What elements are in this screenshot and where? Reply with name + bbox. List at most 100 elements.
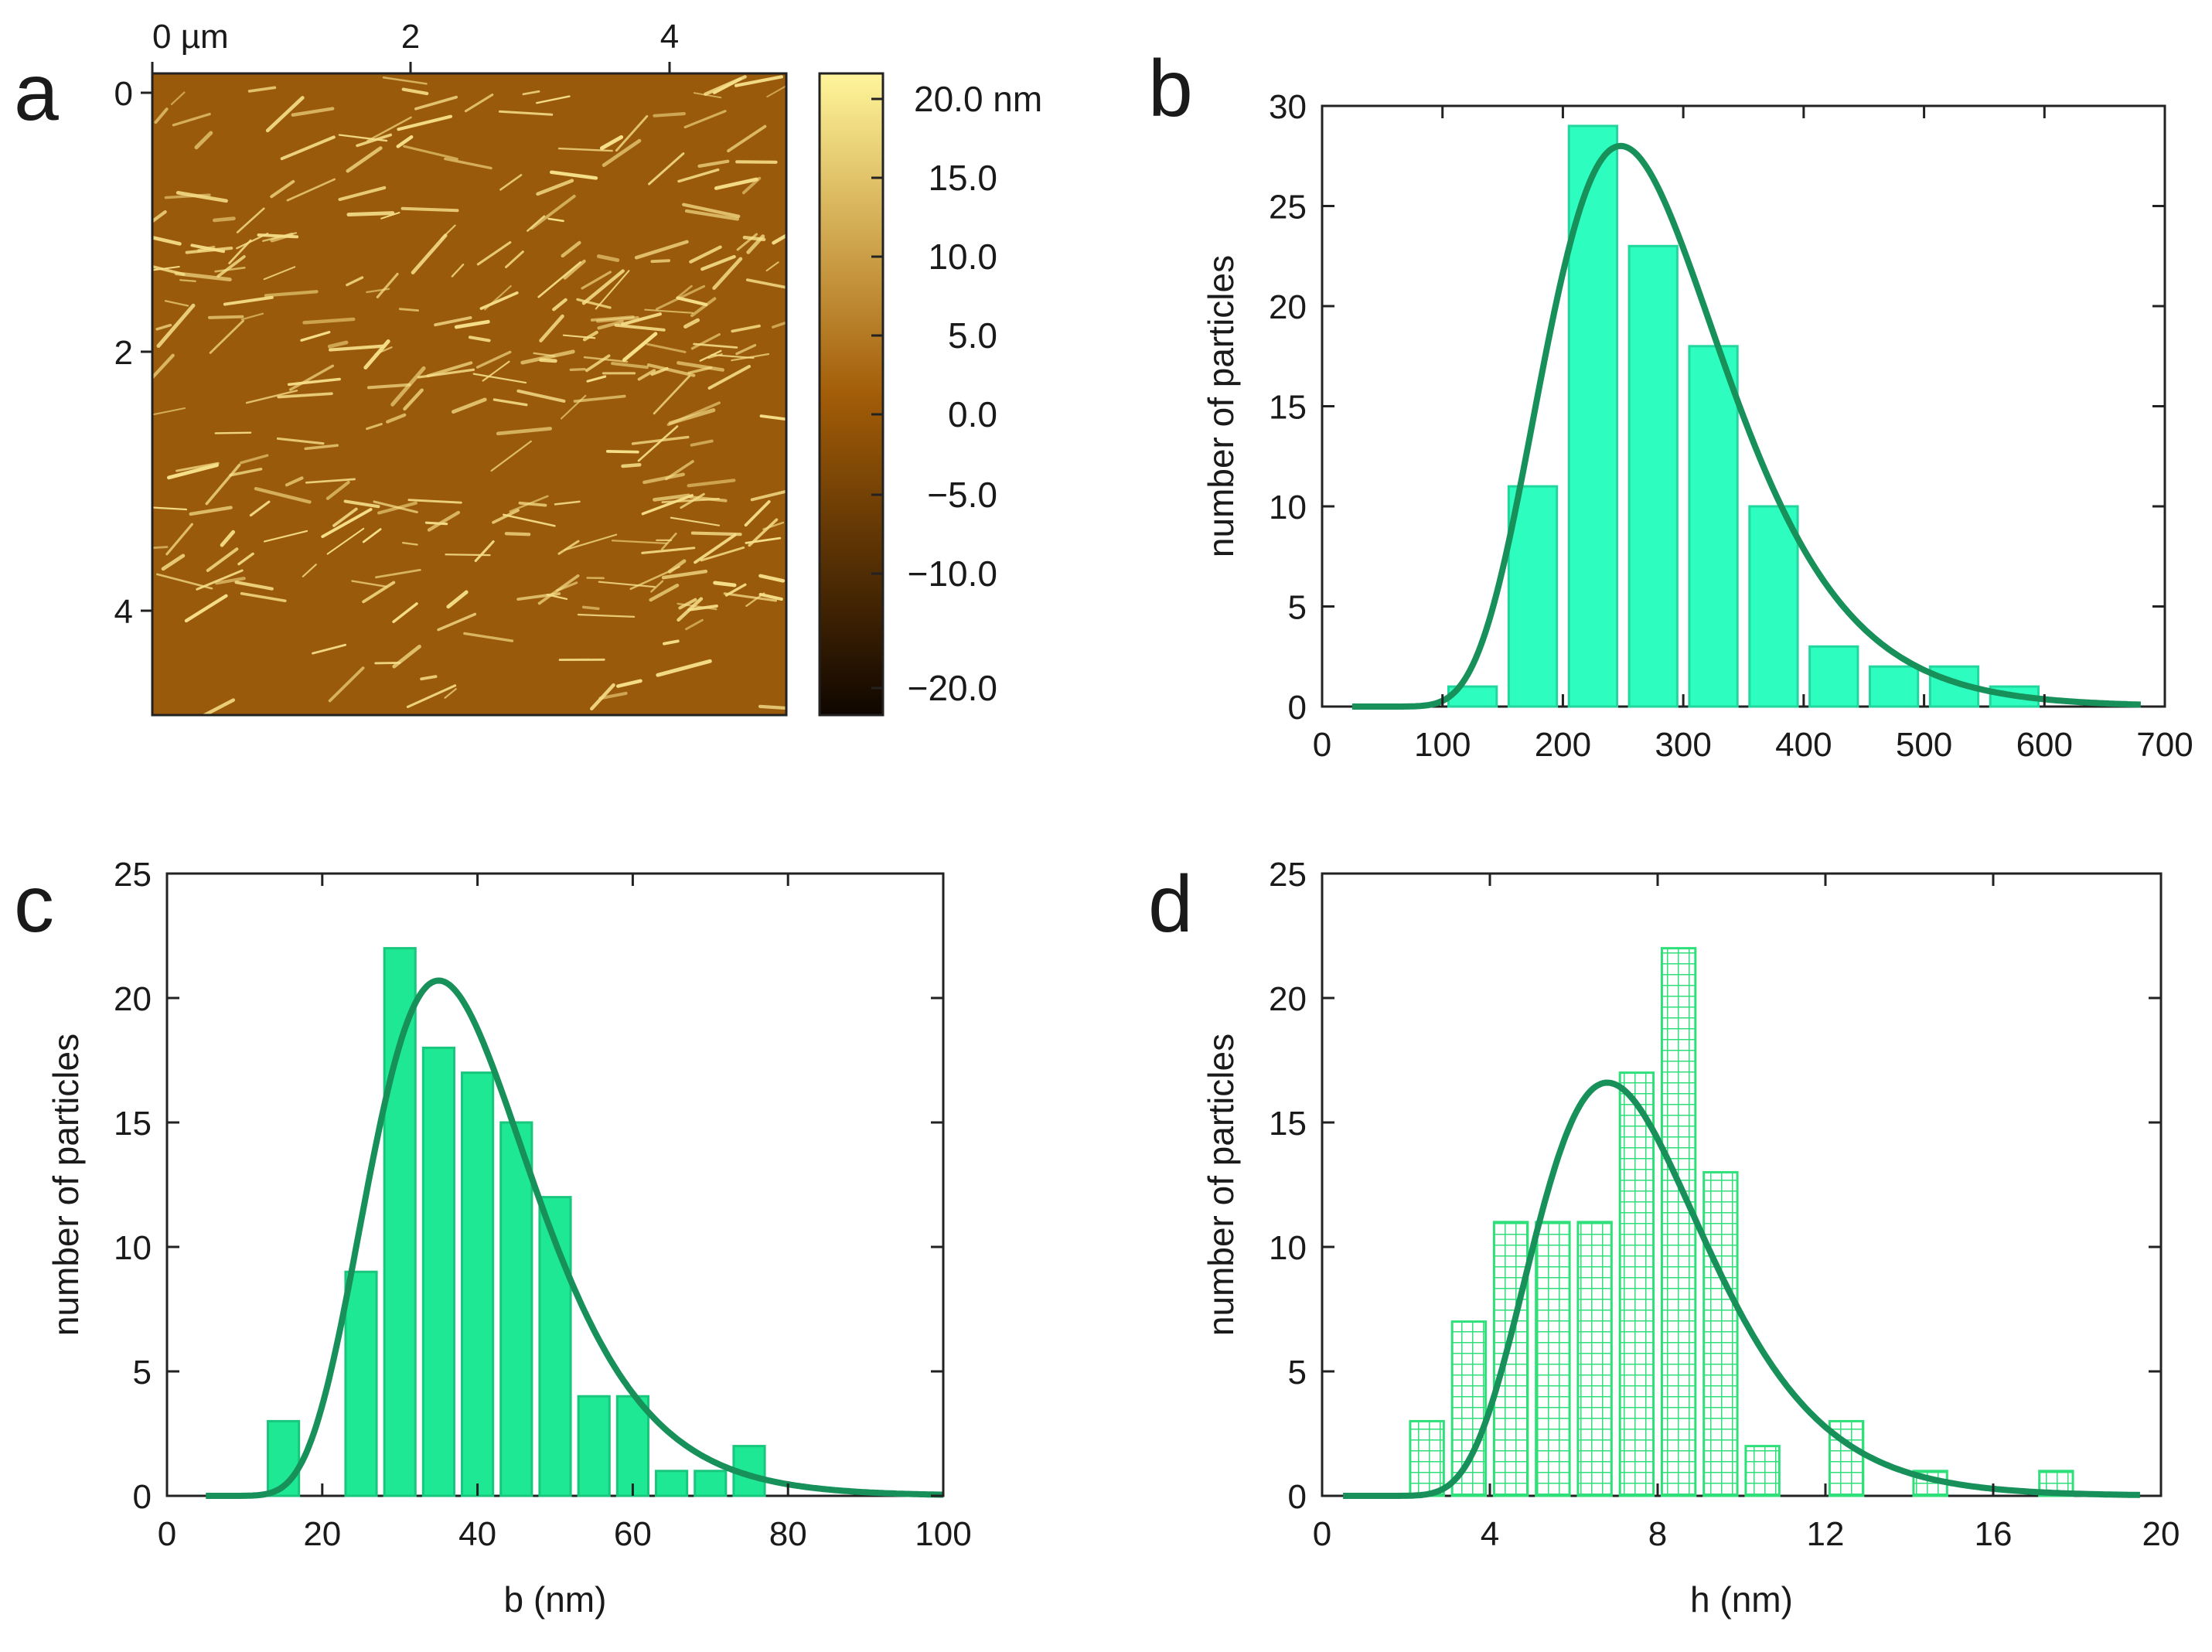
afm-fibril	[286, 178, 336, 202]
afm-fibrils	[152, 75, 786, 715]
afm-fibril	[254, 486, 312, 504]
colorbar-tick-label: 5.0	[948, 315, 997, 356]
afm-fibril	[684, 209, 740, 221]
afm-fibril	[670, 516, 721, 526]
afm-fibril	[503, 513, 556, 527]
afm-fibril	[530, 194, 576, 230]
colorbar-tick-label: −5.0	[927, 475, 997, 515]
afm-fibril	[554, 500, 581, 506]
afm-fibril	[213, 216, 236, 223]
afm-fibril	[346, 211, 395, 216]
histogram-bar	[461, 1071, 495, 1497]
afm-fibril	[616, 679, 642, 688]
afm-fibril	[573, 394, 626, 403]
afm-fibril	[240, 592, 287, 602]
afm-fibril	[264, 290, 319, 298]
x-tick-label: 20	[2142, 1515, 2180, 1553]
afm-fibril	[265, 96, 305, 133]
panel-d-height-histogram: d 0 4 8 12 16 20 0 5 10 15 20 25 number of particles…	[1148, 856, 2180, 1620]
afm-fibril	[731, 324, 761, 333]
afm-fibril	[380, 212, 400, 220]
colorbar-gradient	[818, 72, 884, 717]
afm-fibril	[656, 659, 712, 677]
afm-fibril	[152, 264, 186, 276]
afm-fibril	[240, 312, 264, 321]
afm-fibril	[648, 152, 685, 186]
afm-fibril	[650, 580, 664, 593]
afm-y-axis: 0 2 4	[114, 75, 152, 631]
afm-fibril	[641, 547, 696, 554]
afm-fibril	[690, 531, 742, 536]
x-tick-label: 60	[614, 1515, 652, 1553]
afm-fibril	[642, 472, 685, 485]
afm-fibril	[596, 254, 620, 262]
afm-fibril	[214, 431, 252, 434]
afm-fibril	[563, 259, 586, 280]
afm-fibril	[516, 389, 566, 403]
plot-frame	[1321, 104, 2166, 708]
afm-fibril	[663, 639, 680, 645]
x-tick-label: 600	[2016, 726, 2073, 764]
plot-frame	[1321, 872, 2163, 1497]
afm-fibril	[346, 276, 364, 287]
afm-fibril	[396, 135, 414, 148]
afm-fibril	[328, 344, 386, 352]
afm-fibril	[200, 698, 236, 715]
afm-fibril	[382, 76, 428, 85]
afm-fibril	[343, 499, 380, 509]
afm-fibril	[678, 598, 697, 610]
afm-fibril	[689, 245, 722, 264]
afm-fibril	[646, 342, 687, 353]
afm-fibril	[479, 291, 519, 310]
afm-fibril	[414, 95, 458, 111]
fit-curve	[1342, 1079, 2141, 1499]
histogram-bar	[1744, 1445, 1781, 1497]
afm-fibril	[206, 547, 239, 572]
afm-fibril	[621, 462, 642, 468]
afm-fibril	[590, 315, 635, 322]
fit-curve	[205, 977, 944, 1499]
afm-fibril	[576, 298, 612, 309]
afm-fibril	[406, 684, 457, 708]
afm-fibril	[772, 321, 786, 329]
afm-fibril	[205, 463, 241, 506]
afm-fibril	[270, 179, 295, 199]
y-tick-label: 5	[133, 1354, 152, 1391]
afm-fibril	[239, 454, 269, 465]
y-tick-label: 0	[1288, 689, 1307, 727]
afm-fibril	[714, 177, 758, 190]
afm-fibril	[304, 444, 339, 451]
afm-fibril	[713, 581, 737, 588]
afm-fibril	[734, 75, 784, 87]
afm-fibril	[602, 138, 642, 167]
afm-fibril	[401, 87, 429, 96]
afm-fibril	[498, 110, 554, 116]
afm-fibril	[327, 340, 349, 349]
afm-fibril	[300, 331, 331, 342]
afm-fibril	[451, 397, 487, 414]
afm-fibril	[611, 362, 649, 370]
afm-fibril	[683, 110, 727, 129]
y-tick-label: 20	[1269, 288, 1307, 326]
afm-fibril	[420, 675, 438, 681]
histogram-bar	[1507, 485, 1559, 708]
afm-fibril	[214, 266, 246, 273]
afm-fibril	[474, 540, 495, 563]
afm-fibril	[550, 170, 598, 180]
afm-fibril	[666, 401, 721, 427]
panel-letter-c: c	[14, 860, 54, 949]
x-tick-label: 16	[1975, 1515, 2013, 1553]
x-tick-label: 4	[1481, 1515, 1499, 1553]
afm-fibril	[236, 232, 269, 250]
afm-fibril	[152, 407, 186, 416]
afm-fibril	[504, 532, 531, 536]
x-axis-label: b (nm)	[504, 1579, 607, 1620]
afm-fibril	[583, 356, 629, 363]
histogram-bar	[344, 1270, 378, 1497]
afm-fibril	[228, 239, 252, 264]
afm-fibril	[277, 392, 333, 399]
afm-fibril	[403, 145, 458, 161]
afm-fibril	[614, 323, 666, 332]
histogram-bar	[383, 947, 417, 1497]
